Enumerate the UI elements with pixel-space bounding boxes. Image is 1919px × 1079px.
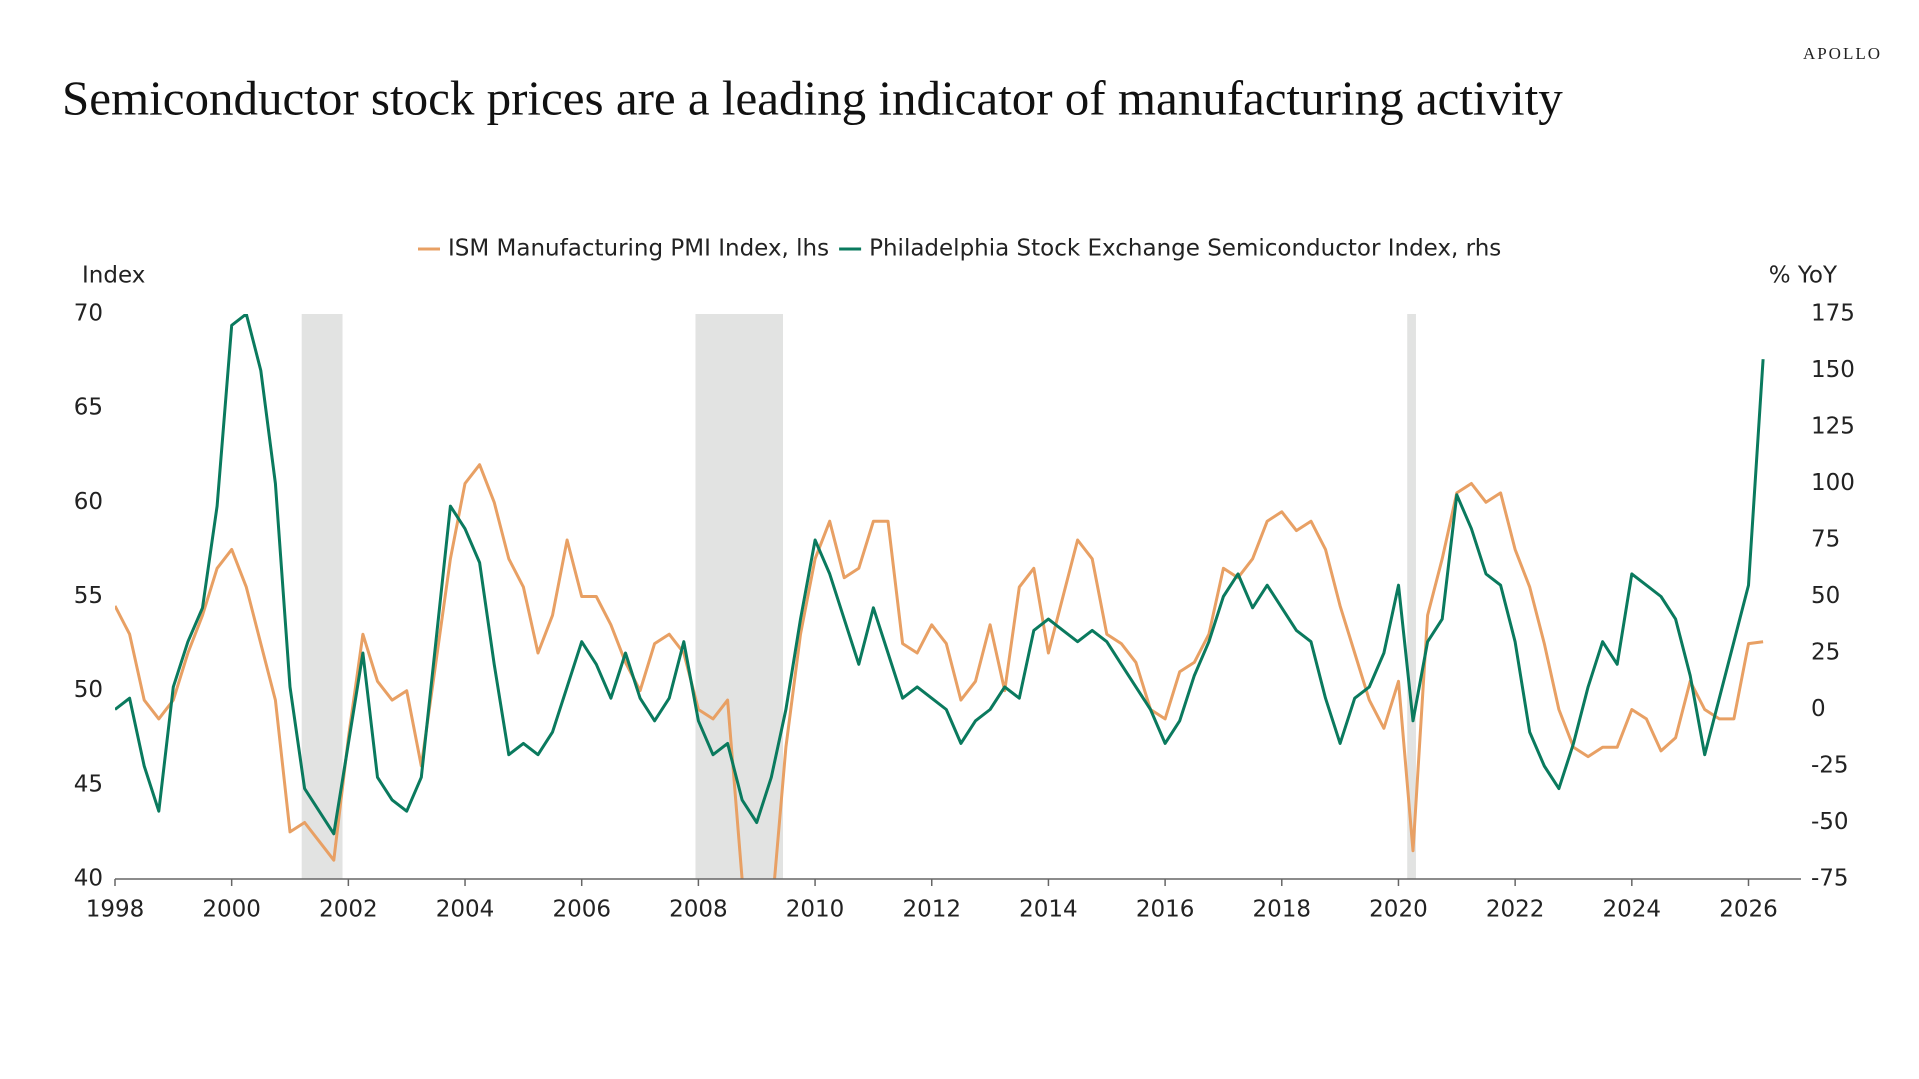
y2-tick-label: -75: [1811, 866, 1849, 892]
y-axis-label: Index: [82, 263, 145, 289]
x-tick-label: 2014: [1019, 897, 1078, 923]
recession-band: [301, 314, 343, 879]
series-line: [115, 463, 1764, 879]
y2-tick-label: 100: [1811, 470, 1855, 496]
x-tick-label: 2016: [1136, 897, 1195, 923]
x-tick-label: 1998: [86, 897, 145, 923]
y2-tick-label: 25: [1811, 640, 1840, 666]
y2-tick-label: -50: [1811, 809, 1849, 835]
y2-tick-label: 125: [1811, 414, 1855, 440]
y2-tick-label: 50: [1811, 583, 1840, 609]
y-tick-label: 60: [74, 489, 103, 515]
x-tick-label: 2022: [1486, 897, 1545, 923]
x-tick-label: 2012: [902, 897, 961, 923]
x-tick-label: 2000: [202, 897, 261, 923]
x-tick-label: 2010: [786, 897, 845, 923]
y2-tick-label: 150: [1811, 357, 1855, 383]
y2-tick-label: 175: [1811, 301, 1855, 327]
y-tick-label: 45: [74, 771, 103, 797]
x-tick-label: 2002: [319, 897, 378, 923]
y-tick-label: 70: [74, 301, 103, 327]
x-tick-label: 2006: [552, 897, 611, 923]
x-tick-label: 2004: [436, 897, 495, 923]
y2-tick-label: -25: [1811, 753, 1849, 779]
y-tick-label: 40: [74, 866, 103, 892]
x-tick-label: 2020: [1369, 897, 1428, 923]
x-tick-label: 2018: [1253, 897, 1312, 923]
y-tick-label: 50: [74, 677, 103, 703]
y2-tick-label: 0: [1811, 696, 1826, 722]
series-line: [115, 314, 1765, 836]
y-tick-label: 55: [74, 583, 103, 609]
recession-band: [1407, 314, 1416, 879]
y2-axis-label: % YoY: [1769, 263, 1838, 289]
legend-label: ISM Manufacturing PMI Index, lhs: [448, 236, 829, 262]
x-tick-label: 2008: [669, 897, 728, 923]
chart-title: Semiconductor stock prices are a leading…: [62, 70, 1563, 125]
x-tick-label: 2024: [1603, 897, 1662, 923]
y2-tick-label: 75: [1811, 527, 1840, 553]
y-tick-label: 65: [74, 395, 103, 421]
legend-label: Philadelphia Stock Exchange Semiconducto…: [869, 236, 1501, 262]
brand: APOLLO: [1803, 44, 1882, 63]
x-tick-label: 2026: [1719, 897, 1778, 923]
